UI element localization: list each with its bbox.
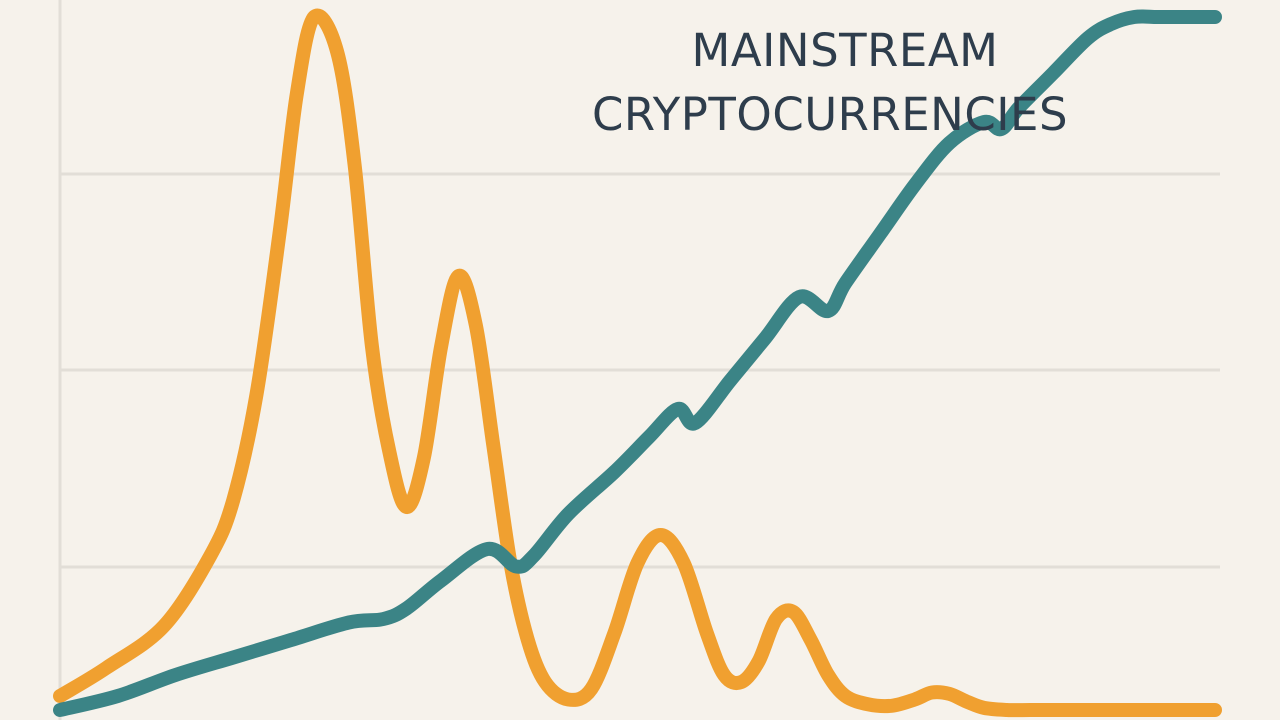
series-group <box>53 8 1222 718</box>
chart-title-line-1: MAINSTREAM <box>692 24 999 77</box>
series-line-1 <box>53 8 1222 718</box>
series-line-2 <box>53 9 1222 717</box>
chart-title-line-2: CRYPTOCURRENCIES <box>592 88 1068 141</box>
